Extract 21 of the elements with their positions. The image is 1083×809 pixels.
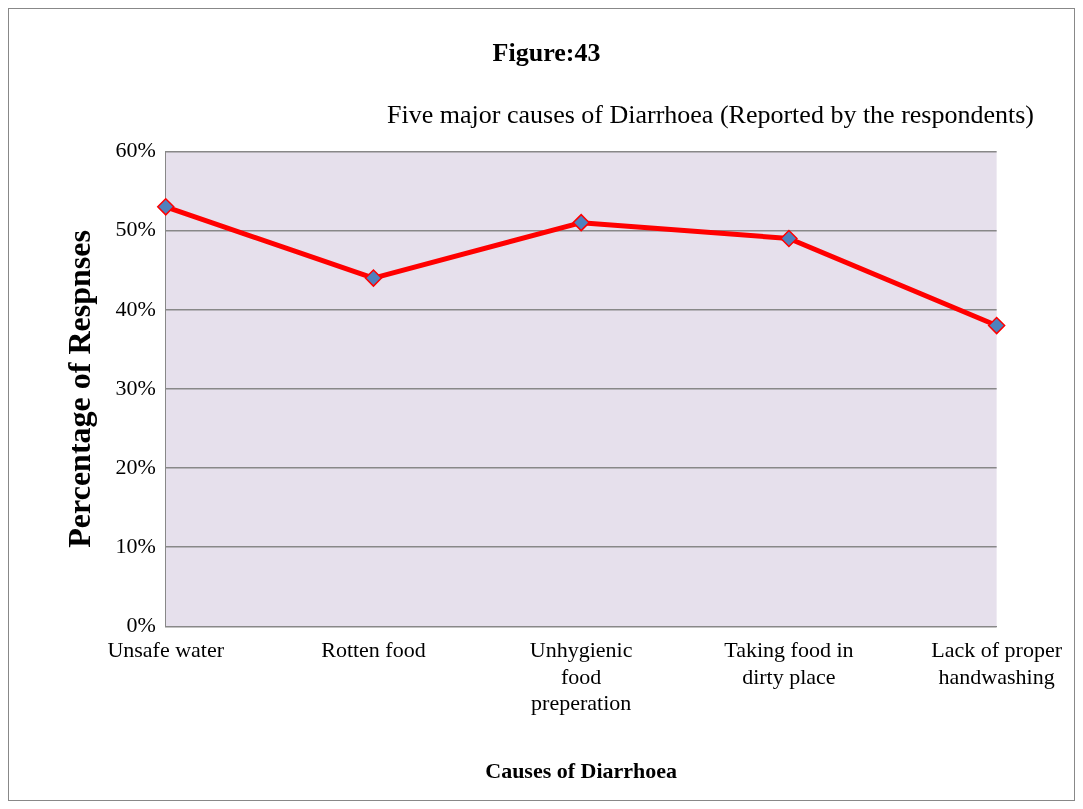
y-tick-label: 10% [115,533,156,559]
point [156,198,175,216]
point [364,269,383,287]
y-tick-label: 40% [115,295,156,321]
y-axis-title: Percentage of Respnses [61,230,98,548]
x-tick-label: Lack of proper handwashing [931,637,1063,689]
point [987,316,1006,335]
point [780,229,798,248]
y-tick-label: 30% [115,374,156,400]
chart-subtitle: Five major causes of Diarrhoea (Reported by the respondents) [387,99,1034,129]
y-tick-label: 50% [115,216,156,242]
y-tick-label: 0% [126,612,156,638]
x-tick-label: Taking food in dirty place [724,637,854,689]
point [572,213,590,232]
x-axis-title: Causes of Diarrhoea [485,758,678,784]
y-tick-label: 60% [115,137,156,163]
y-tick-label: 20% [115,453,156,479]
x-tick-label: Unsafe water [107,637,225,663]
x-tick-label: Rotten food [321,637,426,663]
x-tick-label: Unhygienic food preperation [529,637,633,716]
chart-title: Figure:43 [492,38,601,68]
